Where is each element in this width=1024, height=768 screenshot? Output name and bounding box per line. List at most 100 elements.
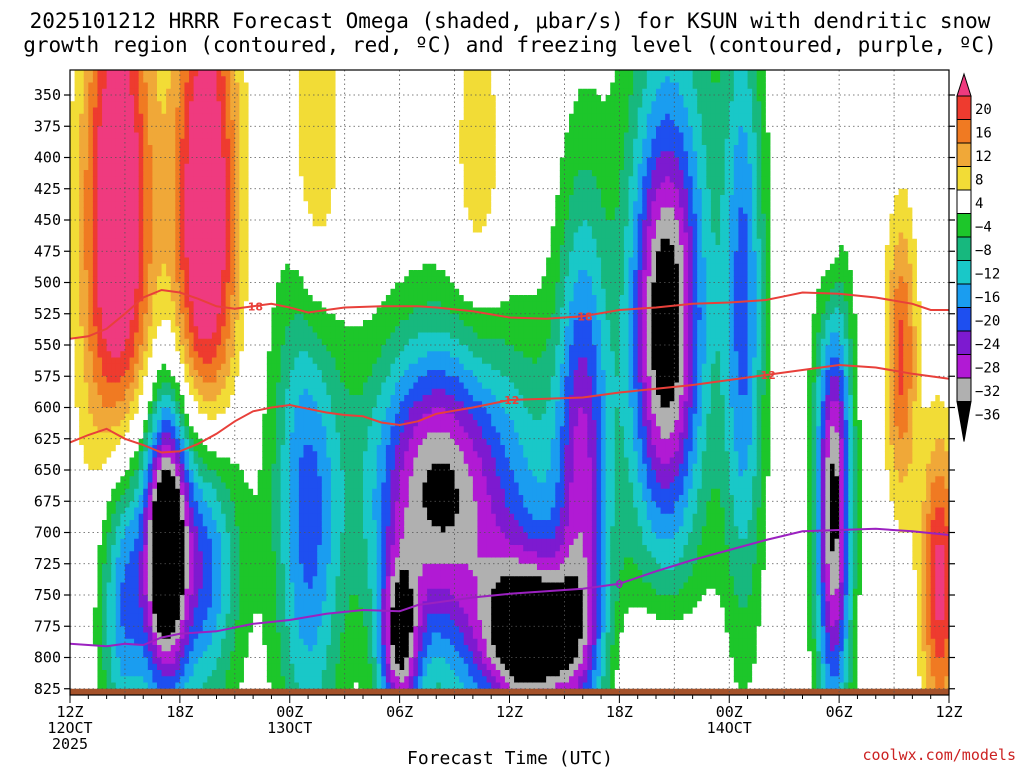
omega-cell: [285, 545, 291, 552]
omega-cell: [266, 563, 273, 571]
omega-cell: [120, 420, 126, 427]
omega-cell: [289, 251, 295, 259]
omega-cell: [138, 126, 144, 134]
omega-cell: [257, 526, 263, 534]
omega-cell: [276, 313, 282, 321]
omega-cell: [106, 126, 112, 134]
omega-cell: [102, 632, 108, 640]
omega-cell: [239, 170, 245, 177]
omega-cell: [289, 645, 295, 652]
omega-cell: [120, 676, 126, 684]
omega-cell: [170, 482, 176, 490]
omega-cell: [170, 401, 176, 409]
omega-cell: [170, 513, 176, 521]
omega-cell: [74, 151, 80, 159]
omega-cell: [294, 351, 300, 359]
omega-cell: [285, 645, 291, 652]
omega-cell: [280, 270, 286, 277]
omega-cell: [120, 345, 126, 352]
omega-cell: [134, 145, 140, 152]
omega-cell: [198, 313, 204, 321]
omega-cell: [225, 582, 231, 590]
omega-cell: [216, 588, 222, 596]
omega-cell: [239, 595, 245, 602]
omega-cell: [115, 638, 121, 646]
omega-cell: [266, 657, 273, 665]
omega-cell: [234, 595, 240, 602]
omega-cell: [234, 382, 240, 390]
omega-cell: [166, 538, 172, 546]
omega-cell: [92, 645, 99, 652]
omega-cell: [285, 651, 291, 659]
omega-cell: [184, 270, 190, 277]
omega-cell: [92, 438, 99, 446]
omega-cell: [138, 376, 144, 384]
omega-cell: [88, 282, 94, 290]
omega-cell: [70, 520, 76, 527]
omega-cell: [211, 438, 218, 446]
omega-cell: [262, 307, 268, 315]
omega-cell: [83, 401, 89, 409]
omega-cell: [83, 326, 89, 334]
omega-cell: [115, 95, 121, 102]
omega-cell: [79, 513, 85, 521]
omega-cell: [79, 445, 85, 452]
omega-cell: [285, 138, 291, 146]
omega-cell: [243, 395, 250, 402]
omega-cell: [97, 526, 103, 534]
omega-cell: [138, 101, 144, 109]
omega-cell: [74, 213, 80, 221]
omega-cell: [143, 232, 149, 240]
omega-cell: [276, 407, 282, 415]
omega-cell: [70, 513, 76, 521]
omega-cell: [170, 220, 176, 227]
omega-cell: [74, 182, 80, 190]
omega-cell: [239, 101, 245, 109]
omega-cell: [152, 626, 158, 634]
omega-cell: [239, 276, 245, 284]
omega-cell: [266, 501, 273, 509]
omega-cell: [175, 113, 181, 121]
omega-cell: [202, 320, 208, 327]
omega-cell: [243, 432, 250, 440]
omega-cell: [198, 426, 204, 434]
omega-cell: [257, 432, 263, 440]
omega-cell: [276, 638, 282, 646]
omega-cell: [198, 251, 204, 259]
omega-cell: [152, 282, 158, 290]
omega-cell: [198, 138, 204, 146]
omega-cell: [207, 507, 213, 515]
omega-cell: [225, 488, 231, 496]
omega-cell: [83, 288, 89, 296]
omega-cell: [294, 476, 300, 484]
omega-cell: [124, 501, 131, 509]
omega-cell: [97, 257, 103, 265]
omega-cell: [202, 70, 208, 77]
omega-cell: [257, 532, 263, 540]
omega-cell: [175, 651, 181, 659]
omega-cell: [166, 363, 172, 371]
omega-cell: [207, 95, 213, 102]
omega-cell: [211, 95, 218, 102]
omega-cell: [285, 420, 291, 427]
omega-cell: [147, 70, 154, 77]
omega-cell: [152, 670, 158, 677]
omega-cell: [134, 295, 140, 302]
omega-cell: [102, 438, 108, 446]
omega-cell: [225, 232, 231, 240]
omega-cell: [285, 488, 291, 496]
omega-cell: [289, 88, 295, 96]
omega-cell: [243, 657, 250, 665]
omega-cell: [276, 138, 282, 146]
omega-cell: [134, 613, 140, 621]
omega-cell: [289, 226, 295, 234]
omega-cell: [129, 120, 135, 127]
omega-cell: [216, 632, 222, 640]
omega-cell: [88, 538, 94, 546]
omega-cell: [280, 551, 286, 559]
omega-cell: [97, 651, 103, 659]
omega-cell: [170, 470, 176, 477]
omega-cell: [230, 463, 236, 471]
omega-cell: [88, 470, 94, 477]
omega-cell: [138, 313, 144, 321]
